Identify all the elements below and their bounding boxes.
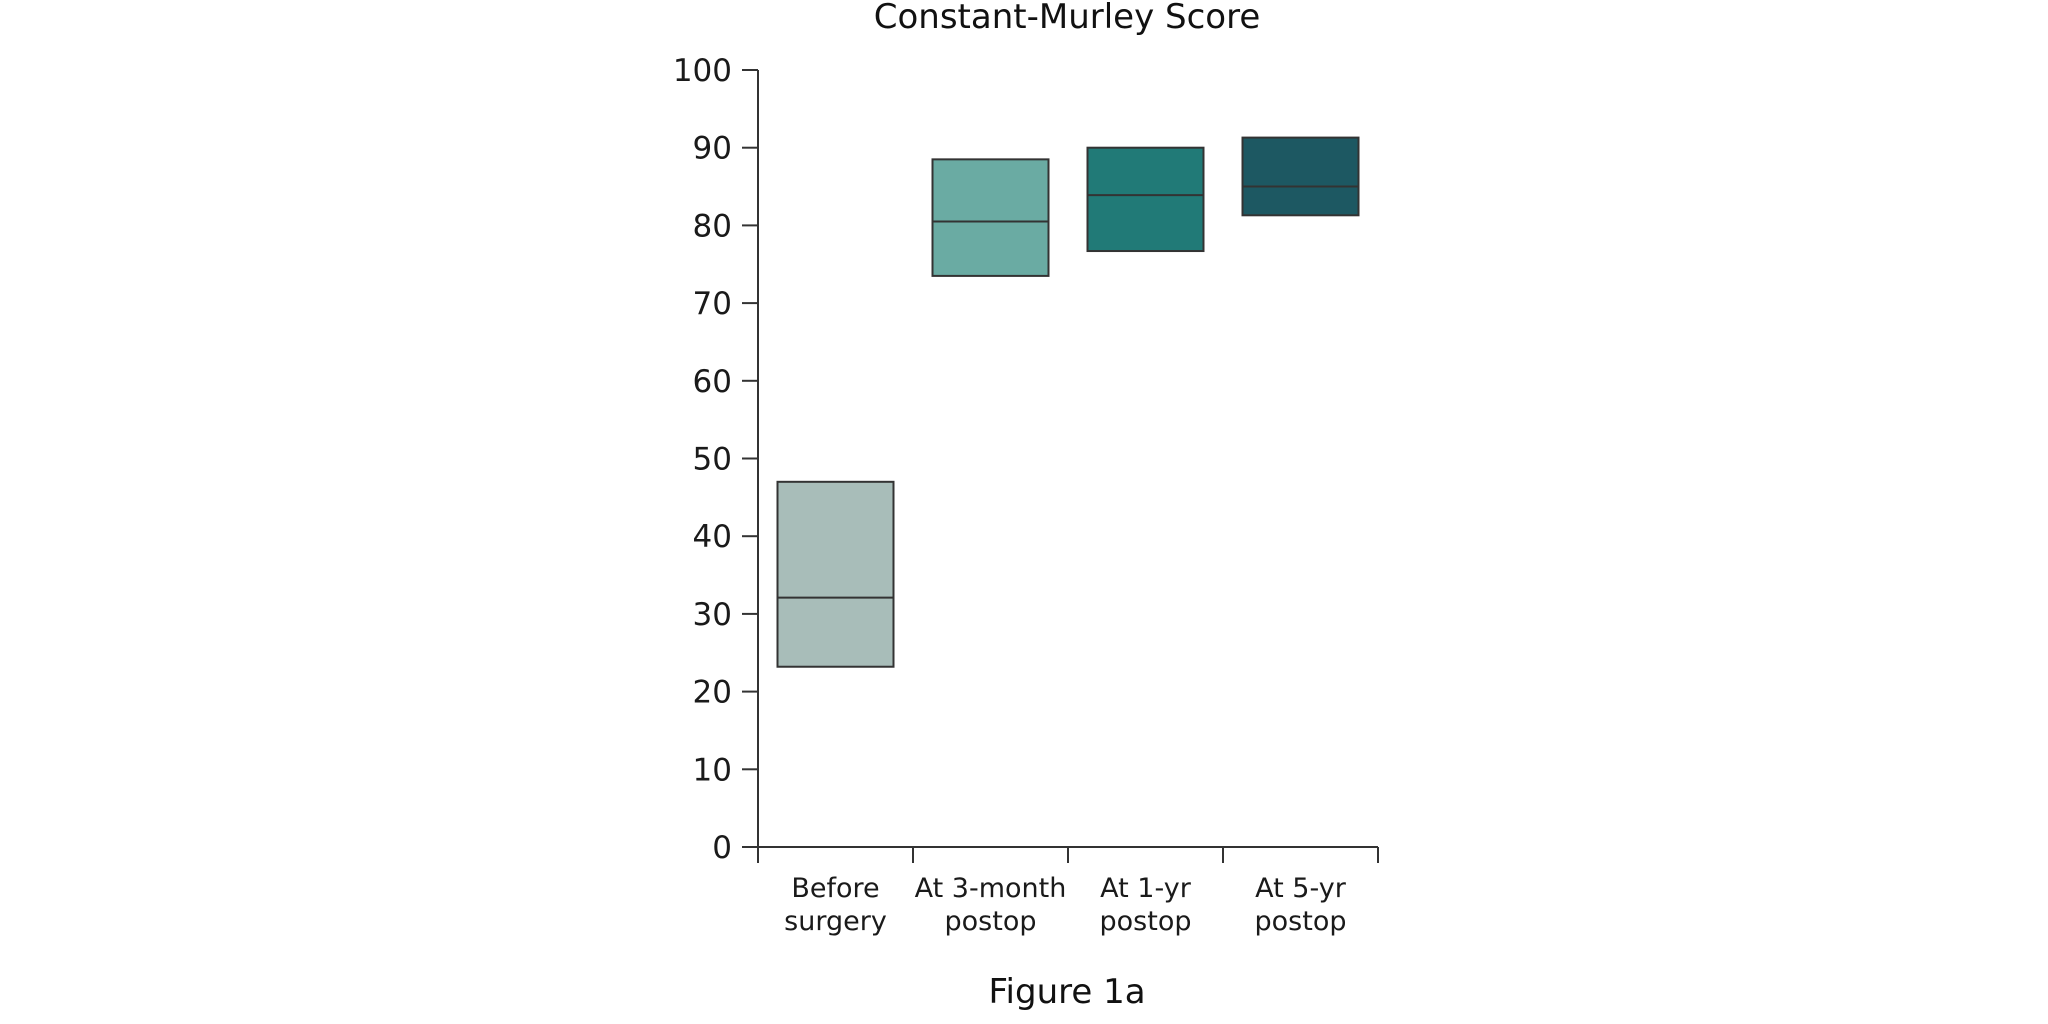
category-label-3-1: postop [1255, 906, 1347, 937]
y-tick-label-50: 50 [693, 442, 732, 478]
y-tick-label-100: 100 [673, 53, 732, 89]
y-tick-label-60: 60 [693, 364, 732, 400]
box-3 [1241, 136, 1360, 217]
category-label-0-0: Before [791, 873, 879, 904]
y-tick-label-0: 0 [712, 830, 732, 866]
category-label-2-0: At 1-yr [1100, 873, 1192, 904]
y-tick-label-90: 90 [693, 131, 732, 167]
box-1 [931, 158, 1050, 277]
box-2 [1086, 146, 1205, 253]
figure-caption: Figure 1a [988, 972, 1145, 1012]
y-tick-label-20: 20 [693, 675, 732, 711]
y-tick-label-40: 40 [693, 519, 732, 555]
y-tick-label-70: 70 [693, 286, 732, 322]
chart-title: Constant-Murley Score [874, 0, 1261, 37]
category-label-0-1: surgery [784, 906, 887, 937]
y-tick-label-10: 10 [693, 752, 732, 788]
category-label-2-1: postop [1100, 906, 1192, 937]
y-tick-label-30: 30 [693, 597, 732, 633]
category-label-1-1: postop [945, 906, 1037, 937]
category-label-3-0: At 5-yr [1255, 873, 1347, 904]
y-tick-label-80: 80 [693, 208, 732, 244]
category-label-1-0: At 3-month [915, 873, 1067, 904]
box-0 [776, 480, 895, 668]
